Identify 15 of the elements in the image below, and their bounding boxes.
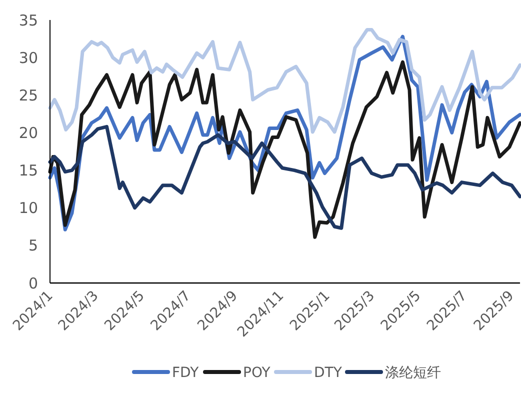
y-tick-label: 20: [18, 124, 38, 142]
y-tick-label: 0: [28, 274, 38, 292]
legend-label: POY: [243, 364, 271, 381]
line-series: [48, 28, 521, 134]
line-series: [48, 124, 521, 230]
y-tick-label: 15: [18, 162, 38, 180]
y-tick-label: 30: [18, 48, 38, 67]
y-tick-label: 25: [18, 86, 38, 104]
legend-label: 涤纶短纤: [385, 364, 441, 381]
line-series: [48, 60, 521, 239]
legend-label: FDY: [172, 364, 200, 381]
legend-label: DTY: [314, 364, 342, 381]
y-tick-label: 10: [18, 199, 38, 218]
y-tick-label: 35: [18, 11, 38, 30]
y-tick-label: 5: [28, 236, 38, 255]
